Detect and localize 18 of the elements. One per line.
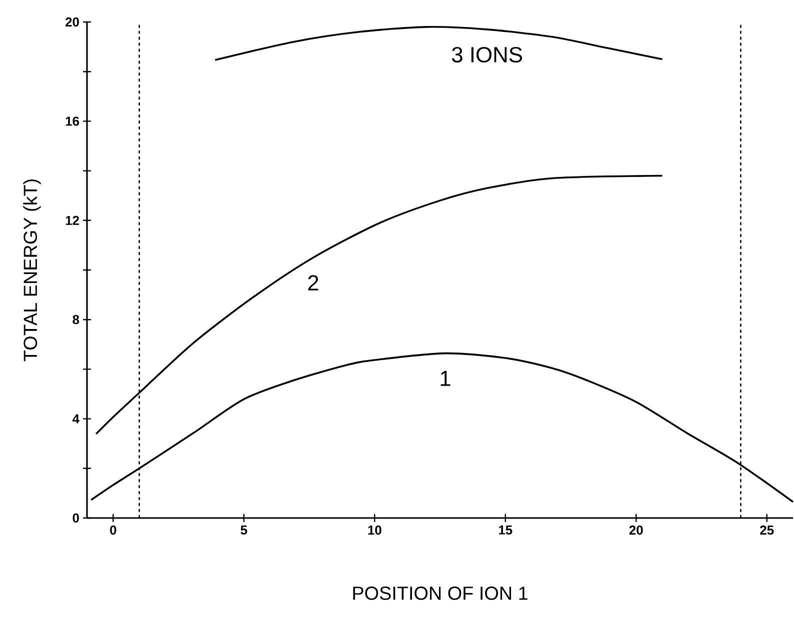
x-tick-label: 5 bbox=[240, 526, 248, 535]
x-tick-label: 25 bbox=[760, 526, 774, 535]
series-label: 2 bbox=[308, 275, 318, 290]
y-tick-label: 8 bbox=[72, 315, 80, 324]
y-tick-label: 0 bbox=[72, 513, 79, 523]
x-tick-label: 15 bbox=[498, 526, 512, 535]
x-tick-label: 0 bbox=[110, 526, 116, 535]
line-series bbox=[214, 26, 664, 61]
series-label: 3 IONS bbox=[452, 46, 522, 62]
y-tick-label: 20 bbox=[66, 17, 79, 27]
y-tick-label: 16 bbox=[66, 116, 80, 126]
y-tick-label: 12 bbox=[66, 216, 79, 225]
series-label: 1 bbox=[440, 370, 450, 386]
y-tick-label: 4 bbox=[72, 414, 80, 424]
x-tick-label: 20 bbox=[629, 526, 643, 535]
y-axis-title: TOTAL ENERGY (kT) bbox=[23, 180, 41, 362]
x-axis-title: POSITION OF ION 1 bbox=[353, 586, 528, 600]
x-tick-label: 10 bbox=[368, 526, 382, 535]
